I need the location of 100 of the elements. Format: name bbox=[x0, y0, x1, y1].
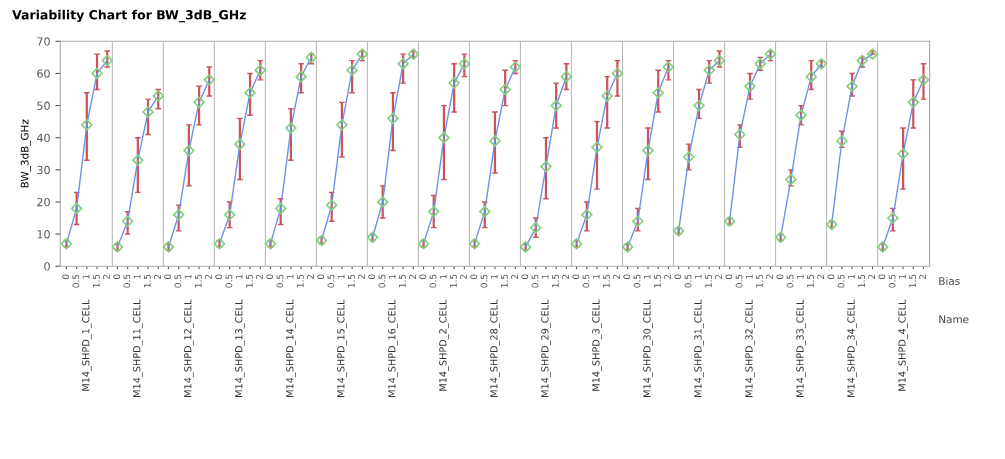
x-tick-label: 1.5 bbox=[807, 274, 814, 288]
x-tick-label: 1.5 bbox=[603, 274, 610, 288]
x-tick-label: 0.5 bbox=[429, 274, 437, 288]
text: M14_SHPD_30_CELL bbox=[643, 299, 653, 397]
x-tick-label: 0.5 bbox=[735, 274, 743, 288]
text: M14_SHPD_12_CELL bbox=[184, 299, 194, 397]
text: Name bbox=[939, 315, 969, 324]
x-tick-label: 1.5 bbox=[552, 274, 559, 288]
x-tick-label: 0 bbox=[827, 274, 835, 280]
x-tick-label: 2 bbox=[358, 274, 365, 279]
text: M14_SHPD_3_CELL bbox=[592, 299, 602, 391]
x-tick-label: 1.5 bbox=[909, 274, 916, 288]
text: M14_SHPD_34_CELL bbox=[847, 299, 857, 397]
x-tick-label: 2 bbox=[613, 274, 620, 279]
x-tick-label: 2 bbox=[511, 274, 518, 279]
x-tick-label: 0.5 bbox=[174, 274, 182, 288]
x-tick-label: 0 bbox=[317, 274, 325, 280]
text: M14_SHPD_16_CELL bbox=[388, 299, 398, 397]
x-tick-label: 0 bbox=[266, 274, 274, 280]
x-tick-label: 1.5 bbox=[705, 274, 712, 288]
x-tick-label: 0 bbox=[878, 274, 886, 280]
x-tick-label: 2 bbox=[154, 274, 161, 279]
x-tick-label: 2 bbox=[409, 274, 416, 279]
text: M14_SHPD_13_CELL bbox=[235, 299, 245, 397]
x-tick-label: 0 bbox=[623, 274, 631, 280]
x-tick-label: 1 bbox=[439, 274, 447, 279]
x-tick-label: 0.5 bbox=[378, 274, 386, 288]
x-tick-label: 0 bbox=[470, 274, 478, 280]
x-tick-label: 2 bbox=[664, 274, 671, 279]
text: M14_SHPD_11_CELL bbox=[133, 299, 143, 397]
x-tick-label: 2 bbox=[868, 274, 875, 279]
x-tick-label: 0 bbox=[521, 274, 529, 280]
x-tick-label: 0 bbox=[419, 274, 427, 280]
x-tick-label: 1 bbox=[337, 274, 345, 279]
text: M14_SHPD_14_CELL bbox=[286, 299, 296, 397]
x-tick-label: 0.5 bbox=[327, 274, 335, 288]
text: M14_SHPD_31_CELL bbox=[694, 299, 704, 397]
y-tick-label: 20 bbox=[37, 197, 50, 207]
x-tick-label: 0.5 bbox=[72, 274, 80, 288]
x-tick-label: 2 bbox=[715, 274, 722, 279]
x-tick-label: 0 bbox=[725, 274, 733, 280]
x-tick-label: 1.5 bbox=[756, 274, 763, 288]
x-tick-label: 0.5 bbox=[123, 274, 131, 288]
y-tick-label: 50 bbox=[37, 101, 50, 110]
y-tick-label: 0 bbox=[44, 262, 50, 271]
x-tick-label: 1 bbox=[745, 274, 753, 279]
x-tick-label: 0 bbox=[572, 274, 580, 280]
x-tick-label: 0.5 bbox=[786, 274, 794, 288]
x-tick-label: 0.5 bbox=[225, 274, 233, 288]
chart-title: Variability Chart for BW_3dB_GHz bbox=[12, 9, 246, 23]
x-tick-label: 0.5 bbox=[633, 274, 641, 288]
x-tick-label: 2 bbox=[766, 274, 773, 279]
x-tick-label: 1.5 bbox=[654, 274, 661, 288]
x-tick-label: 2 bbox=[256, 274, 263, 279]
text: M14_SHPD_28_CELL bbox=[490, 299, 500, 397]
y-tick-label: 10 bbox=[37, 230, 50, 239]
y-tick-label: 40 bbox=[36, 133, 50, 143]
x-tick-label: 0 bbox=[776, 274, 784, 280]
text: M14_SHPD_1_CELL bbox=[82, 299, 92, 391]
text: M14_SHPD_4_CELL bbox=[898, 299, 908, 391]
text: M14_SHPD_32_CELL bbox=[745, 299, 755, 397]
x-tick-label: 1 bbox=[847, 274, 855, 279]
x-tick-label: 2 bbox=[919, 274, 926, 279]
x-tick-label: 1 bbox=[388, 274, 396, 279]
x-tick-label: 1 bbox=[643, 274, 651, 279]
x-tick-label: 0.5 bbox=[837, 274, 845, 288]
x-tick-label: 1 bbox=[694, 274, 702, 279]
x-tick-label: 1.5 bbox=[399, 274, 406, 288]
x-tick-label: 2 bbox=[307, 274, 314, 279]
x-tick-label: 1.5 bbox=[245, 274, 253, 288]
x-tick-label: 1 bbox=[286, 274, 294, 279]
x-tick-label: 2 bbox=[103, 274, 110, 279]
x-tick-label: 1.5 bbox=[92, 274, 100, 288]
x-tick-label: 1.5 bbox=[297, 274, 304, 288]
x-tick-label: 2 bbox=[460, 274, 467, 279]
x-tick-label: 1.5 bbox=[450, 274, 457, 288]
text: M14_SHPD_29_CELL bbox=[541, 299, 551, 397]
x-tick-label: 0 bbox=[368, 274, 376, 280]
x-tick-label: 1.5 bbox=[858, 274, 865, 288]
x-tick-label: 1.5 bbox=[143, 274, 151, 288]
text: M14_SHPD_2_CELL bbox=[439, 299, 449, 391]
x-tick-label: 1 bbox=[235, 274, 243, 279]
y-axis-title: BW_3dB_GHz bbox=[20, 119, 31, 188]
text: Bias bbox=[939, 276, 960, 285]
y-tick-label: 30 bbox=[37, 165, 50, 175]
x-tick-label: 1.5 bbox=[348, 274, 355, 288]
x-tick-label: 2 bbox=[817, 274, 824, 279]
text: M14_SHPD_33_CELL bbox=[796, 299, 806, 397]
x-tick-label: 0 bbox=[215, 274, 223, 280]
x-tick-label: 0 bbox=[164, 274, 172, 280]
x-tick-label: 1 bbox=[592, 274, 600, 279]
x-tick-label: 0.5 bbox=[582, 274, 590, 288]
x-tick-label: 1.5 bbox=[501, 274, 508, 288]
x-tick-label: 1 bbox=[541, 274, 549, 279]
x-tick-label: 1 bbox=[899, 274, 906, 279]
x-tick-label: 2 bbox=[562, 274, 569, 279]
x-tick-label: 0 bbox=[113, 274, 121, 280]
x-tick-label: 0 bbox=[62, 274, 70, 280]
y-tick-label: 70 bbox=[37, 37, 50, 46]
x-tick-label: 1 bbox=[82, 274, 90, 279]
